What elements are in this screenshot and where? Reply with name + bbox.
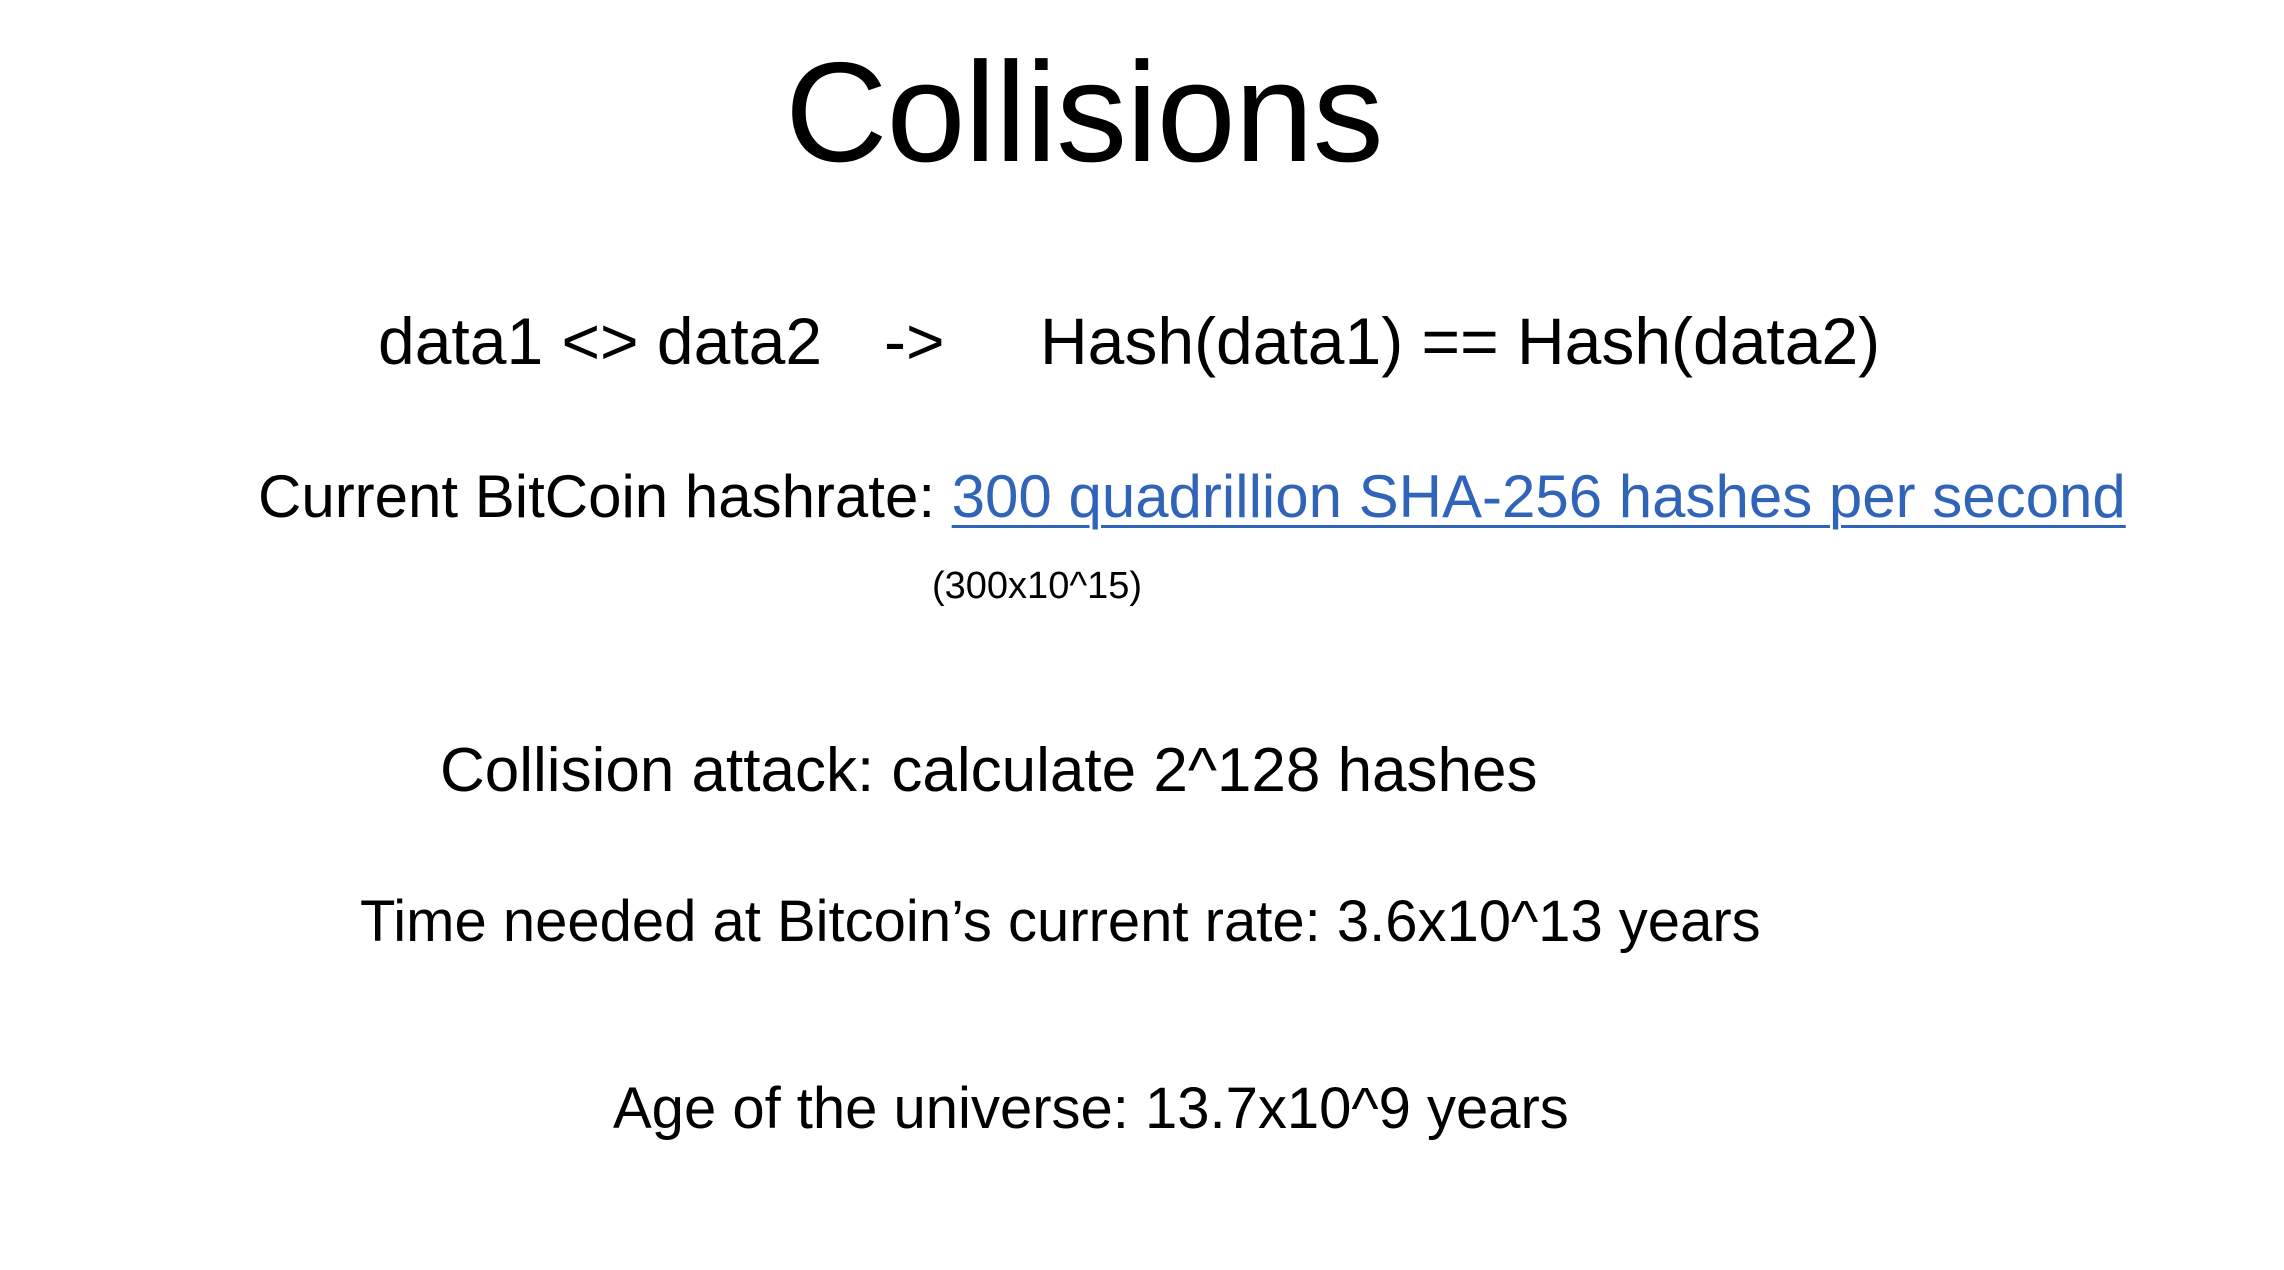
time-needed-text: Time needed at Bitcoin’s current rate: 3…	[360, 889, 1761, 954]
collision-condition-right: Hash(data1) == Hash(data2)	[1040, 304, 1881, 378]
collision-attack-text: Collision attack: calculate 2^128 hashes	[440, 736, 1538, 805]
hashrate-note: (300x10^15)	[932, 565, 1143, 607]
hashrate-line: Current BitCoin hashrate: 300 quadrillio…	[258, 467, 2126, 527]
hashrate-link[interactable]: 300 quadrillion SHA-256 hashes per secon…	[951, 463, 2126, 530]
slide-title: Collisions	[785, 33, 1384, 192]
universe-age-text: Age of the universe: 13.7x10^9 years	[613, 1076, 1569, 1141]
implies-arrow: ->	[884, 304, 945, 378]
hashrate-label: Current BitCoin hashrate:	[258, 463, 952, 530]
collision-condition-left: data1 <> data2	[378, 304, 823, 378]
